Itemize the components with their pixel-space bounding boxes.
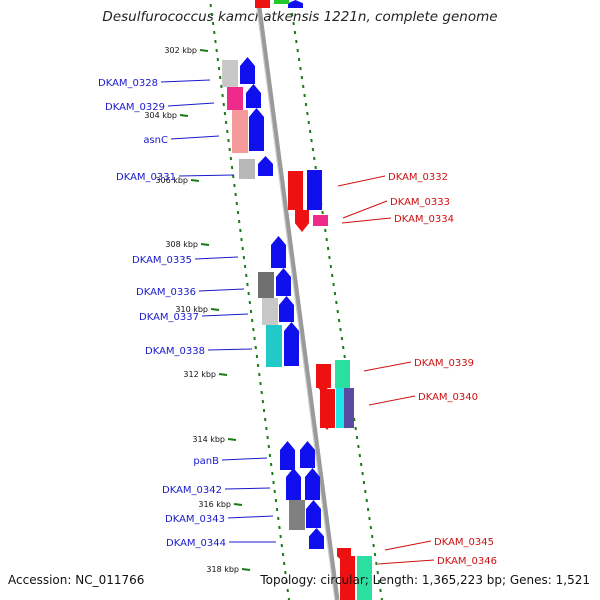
reverse-label-leader — [342, 200, 388, 219]
reverse-gene-label: DKAM_0345 — [434, 537, 494, 548]
forward-label-leader — [207, 348, 253, 351]
gc-track-right — [289, 3, 383, 600]
forward-gene-arrow-8 — [280, 441, 295, 470]
forward-gene-arrow-10 — [286, 468, 301, 500]
tick-mark — [210, 308, 220, 311]
forward-gene-arrow-7 — [284, 322, 299, 366]
reverse-label-leader — [368, 395, 416, 406]
reverse-gene-arrow-0 — [295, 210, 309, 232]
reverse-gene-box-0 — [288, 171, 303, 210]
reverse-gene-box-1 — [307, 170, 322, 210]
reverse-gene-box-10 — [255, 0, 270, 8]
forward-gene-arrow-1 — [246, 84, 261, 108]
forward-gene-arrow-9 — [300, 441, 315, 468]
forward-gene-label: DKAM_0328 — [98, 78, 158, 89]
reverse-gene-box-9 — [357, 556, 372, 600]
forward-gene-label: DKAM_0342 — [162, 485, 222, 496]
forward-cog-box-2 — [232, 110, 248, 153]
reverse-gene-arrow-2 — [320, 390, 334, 430]
forward-gene-arrow-11 — [305, 468, 320, 500]
tick-label: 312 kbp — [183, 370, 216, 379]
forward-gene-arrow-6 — [279, 296, 294, 322]
reverse-gene-box-2 — [313, 215, 328, 226]
forward-gene-label: DKAM_0337 — [139, 312, 199, 323]
forward-cog-box-0 — [222, 60, 238, 87]
tick-mark — [233, 503, 243, 506]
accession-label: Accession: NC_011766 — [8, 573, 145, 587]
reverse-gene-arrow-3 — [337, 548, 351, 562]
reverse-label-leader — [363, 361, 412, 372]
forward-gene-arrow-13 — [309, 528, 324, 549]
tick-label: 310 kbp — [175, 305, 208, 314]
forward-gene-arrow-2 — [249, 108, 264, 151]
tick-mark — [199, 49, 209, 52]
tick-mark — [190, 179, 200, 182]
forward-gene-label: DKAM_0343 — [165, 514, 225, 525]
forward-gene-label: DKAM_0329 — [105, 102, 165, 113]
reverse-gene-box-4 — [335, 360, 350, 388]
forward-cog-box-7 — [289, 500, 305, 530]
forward-gene-label: DKAM_0335 — [132, 255, 192, 266]
reverse-label-leader — [377, 559, 435, 565]
forward-gene-label: DKAM_0336 — [136, 287, 196, 298]
forward-cog-box-4 — [258, 272, 274, 298]
reverse-gene-box-6 — [344, 388, 354, 428]
genome-summary: Topology: circular; Length: 1,365,223 bp… — [260, 573, 590, 587]
reverse-gene-label: DKAM_0332 — [388, 172, 448, 183]
forward-gene-label: panB — [193, 456, 219, 467]
forward-label-leader — [170, 135, 220, 140]
tick-label: 316 kbp — [198, 500, 231, 509]
tick-mark — [227, 438, 237, 441]
reverse-gene-label: DKAM_0339 — [414, 358, 474, 369]
reverse-gene-label: DKAM_0333 — [390, 197, 450, 208]
reverse-gene-label: DKAM_0340 — [418, 392, 478, 403]
forward-gene-label: asnC — [143, 135, 168, 146]
reverse-gene-box-8 — [340, 556, 355, 600]
forward-cog-box-5 — [262, 298, 278, 325]
forward-label-leader — [201, 313, 249, 317]
tick-mark — [179, 114, 189, 117]
forward-label-leader — [224, 487, 271, 490]
forward-label-leader — [221, 457, 268, 461]
forward-cog-box-3 — [239, 159, 255, 179]
backbone-highlight — [255, 0, 336, 600]
forward-gene-arrow-5 — [276, 268, 291, 296]
tick-label: 304 kbp — [144, 111, 177, 120]
reverse-gene-label: DKAM_0346 — [437, 556, 497, 567]
tick-label: 318 kbp — [206, 565, 239, 574]
forward-gene-arrow-3 — [258, 156, 273, 176]
reverse-gene-arrow-1 — [316, 364, 330, 394]
forward-gene-arrow-12 — [306, 500, 321, 528]
forward-label-leader — [160, 79, 211, 83]
forward-cog-box-6 — [266, 325, 282, 367]
forward-gene-label: DKAM_0344 — [166, 538, 226, 549]
forward-label-leader — [167, 102, 215, 107]
forward-gene-label: DKAM_0331 — [116, 172, 176, 183]
forward-gene-arrow-4 — [271, 236, 286, 268]
forward-cog-box-1 — [227, 87, 243, 110]
forward-label-leader — [194, 256, 239, 260]
reverse-gene-box-11 — [274, 0, 289, 4]
reverse-label-leader — [341, 217, 392, 224]
tick-label: 314 kbp — [192, 435, 225, 444]
map-title: Desulfurococcus kamchatkensis 1221n, com… — [102, 9, 498, 25]
reverse-label-leader — [337, 175, 386, 187]
tick-label: 306 kbp — [155, 176, 188, 185]
forward-gene-arrow-0 — [240, 57, 255, 84]
forward-gene-arrow-14 — [288, 0, 303, 8]
forward-label-leader — [198, 288, 245, 292]
reverse-gene-label: DKAM_0334 — [394, 214, 454, 225]
gc-track-left — [209, 3, 291, 600]
backbone — [255, 0, 340, 600]
tick-mark — [200, 243, 210, 246]
tick-mark — [241, 568, 251, 571]
tick-mark — [218, 373, 228, 376]
tick-label: 308 kbp — [165, 240, 198, 249]
tick-label: 302 kbp — [164, 46, 197, 55]
forward-gene-label: DKAM_0338 — [145, 346, 205, 357]
forward-label-leader — [178, 174, 235, 177]
forward-label-leader — [227, 515, 274, 519]
reverse-label-leader — [384, 540, 432, 551]
